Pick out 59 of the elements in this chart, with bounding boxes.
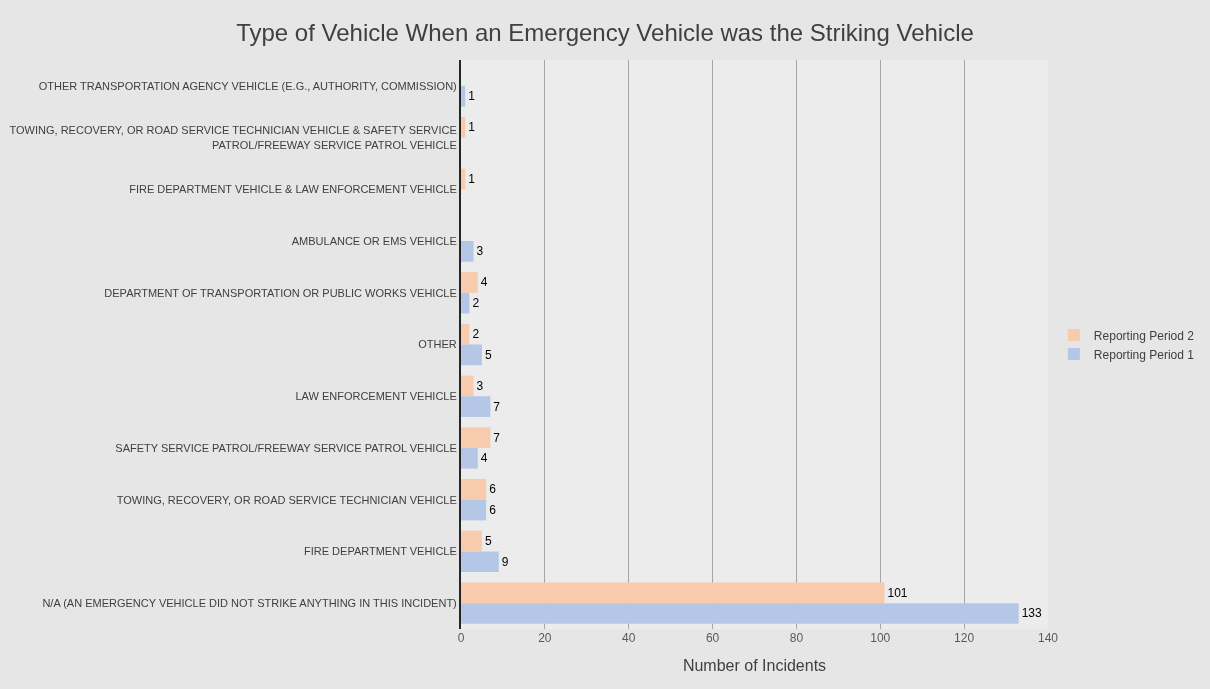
bar bbox=[461, 241, 474, 262]
data-label: 6 bbox=[489, 482, 497, 497]
bar bbox=[461, 292, 470, 314]
data-label: 3 bbox=[476, 378, 484, 393]
bar bbox=[461, 603, 1019, 624]
y-tick-label: TOWING, RECOVERY, OR ROAD SERVICE TECHNICIAN VEHICLE bbox=[116, 493, 457, 506]
legend-label: Reporting Period 1 bbox=[1093, 347, 1195, 362]
x-tick-label: 60 bbox=[705, 631, 720, 645]
bar bbox=[461, 375, 474, 397]
bar bbox=[461, 427, 491, 448]
data-label: 6 bbox=[489, 503, 497, 518]
data-label: 2 bbox=[472, 327, 480, 342]
y-tick-label: FIRE DEPARTMENT VEHICLE & LAW ENFORCEMENT VEHICLE bbox=[129, 183, 457, 196]
data-label: 101 bbox=[887, 585, 908, 600]
data-label: 5 bbox=[484, 534, 492, 549]
x-tick-label: 20 bbox=[538, 631, 552, 645]
chart-title: Type of Vehicle When an Emergency Vehicle was the Striking Vehicle bbox=[236, 18, 974, 46]
data-label: 9 bbox=[501, 554, 509, 569]
y-tick-label: DEPARTMENT OF TRANSPORTATION OR PUBLIC WORKS VEHICLE bbox=[104, 286, 457, 299]
x-tick-label: 120 bbox=[954, 631, 975, 645]
data-label: 4 bbox=[480, 451, 488, 466]
bar bbox=[461, 168, 466, 190]
data-label: 2 bbox=[472, 296, 480, 311]
bar bbox=[461, 499, 487, 521]
legend-label: Reporting Period 2 bbox=[1093, 328, 1195, 343]
data-label: 3 bbox=[476, 244, 484, 259]
bar bbox=[461, 396, 491, 417]
x-axis-title: Number of Incidents bbox=[682, 656, 827, 674]
y-tick-label: OTHER TRANSPORTATION AGENCY VEHICLE (E.G., AUTHORITY, COMMISSION) bbox=[38, 79, 457, 92]
bar bbox=[461, 478, 487, 500]
data-label: 7 bbox=[493, 430, 501, 445]
x-tick-label: 100 bbox=[870, 631, 891, 645]
y-tick-label: N/A (AN EMERGENCY VEHICLE DID NOT STRIKE ANYTHING IN THIS INCIDENT) bbox=[42, 596, 457, 609]
bar bbox=[461, 551, 499, 573]
bar bbox=[461, 582, 885, 604]
y-tick-label: TOWING, RECOVERY, OR ROAD SERVICE TECHNICIAN VEHICLE & SAFETY SERVICE PATROL/FREEWAY SERVICE PATROL VEHICLE bbox=[9, 124, 457, 151]
y-tick-label: FIRE DEPARTMENT VEHICLE bbox=[303, 545, 457, 558]
data-label: 1 bbox=[468, 120, 476, 135]
bar bbox=[461, 447, 478, 469]
data-label: 7 bbox=[493, 399, 501, 414]
data-label: 5 bbox=[484, 347, 492, 362]
y-tick-label: AMBULANCE OR EMS VEHICLE bbox=[291, 234, 457, 247]
y-tick-label: SAFETY SERVICE PATROL/FREEWAY SERVICE PATROL VEHICLE bbox=[115, 441, 457, 454]
x-tick-label: 80 bbox=[789, 631, 804, 645]
bar bbox=[461, 272, 478, 293]
bar bbox=[461, 530, 482, 552]
y-tick-label: OTHER bbox=[418, 338, 457, 351]
bar bbox=[461, 344, 482, 366]
data-label: 133 bbox=[1021, 606, 1042, 621]
x-tick-label: 40 bbox=[622, 631, 636, 645]
data-label: 1 bbox=[468, 171, 476, 186]
x-tick-label: 0 bbox=[457, 631, 465, 645]
bar bbox=[461, 116, 466, 138]
data-label: 4 bbox=[480, 275, 488, 290]
bar bbox=[461, 323, 470, 345]
y-tick-label: LAW ENFORCEMENT VEHICLE bbox=[295, 390, 457, 403]
data-label: 1 bbox=[468, 89, 476, 104]
bar bbox=[461, 85, 466, 107]
x-tick-label: 140 bbox=[1037, 631, 1059, 645]
